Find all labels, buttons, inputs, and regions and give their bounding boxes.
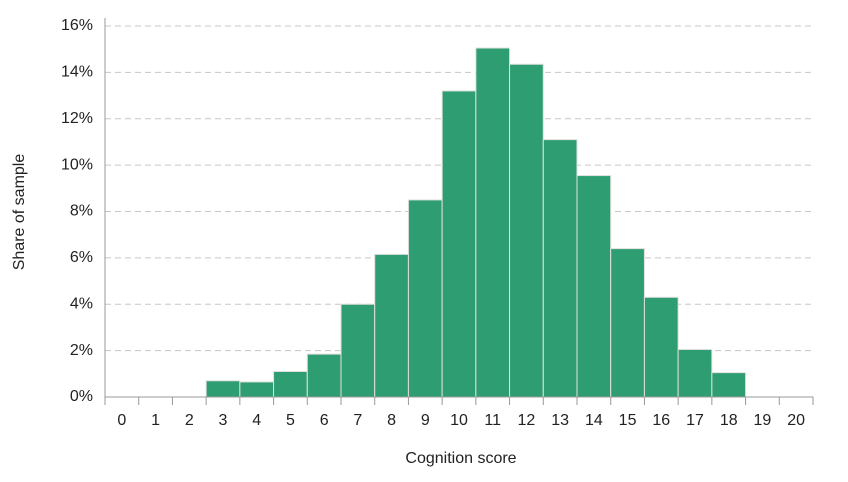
y-tick-label: 6% (70, 249, 93, 266)
bar (610, 248, 645, 398)
bar (205, 380, 241, 398)
y-tick-label: 12% (61, 110, 93, 127)
x-tick-label: 12 (518, 412, 536, 429)
x-tick-label: 5 (286, 412, 295, 429)
y-axis-label: Share of sample (11, 154, 28, 271)
y-tick-label: 10% (61, 156, 93, 173)
x-tick-label: 19 (754, 412, 772, 429)
x-tick-label: 14 (585, 412, 603, 429)
y-tick-label: 16% (61, 17, 93, 34)
y-tick-label: 14% (61, 64, 93, 81)
bar (374, 253, 409, 398)
x-tick-label: 8 (387, 412, 396, 429)
bar (677, 348, 713, 398)
x-tick-label: 10 (450, 412, 468, 429)
bar (239, 381, 275, 398)
x-tick-label: 0 (117, 412, 126, 429)
x-tick-label: 18 (720, 412, 738, 429)
bar (509, 63, 544, 398)
bar (407, 199, 443, 398)
x-tick-label: 3 (219, 412, 228, 429)
bar (711, 372, 747, 398)
y-tick-label: 4% (70, 295, 93, 312)
bar (542, 139, 578, 398)
bar (643, 296, 679, 398)
bar (340, 303, 376, 398)
x-tick-label: 16 (652, 412, 670, 429)
bar (576, 175, 612, 398)
x-tick-label: 6 (320, 412, 329, 429)
bar (273, 370, 308, 398)
y-tick-label: 0% (70, 388, 93, 405)
x-axis-label: Cognition score (405, 450, 516, 467)
x-tick-label: 17 (686, 412, 704, 429)
y-tick-label: 2% (70, 342, 93, 359)
x-tick-label: 1 (151, 412, 160, 429)
x-tick-label: 9 (421, 412, 430, 429)
x-tick-label: 13 (551, 412, 569, 429)
bar (306, 353, 342, 398)
x-tick-label: 20 (787, 412, 805, 429)
y-tick-label: 8% (70, 203, 93, 220)
bar (441, 90, 477, 398)
x-tick-label: 11 (484, 412, 501, 429)
x-tick-label: 2 (185, 412, 194, 429)
bar (475, 47, 511, 398)
x-tick-label: 7 (353, 412, 362, 429)
x-tick-label: 4 (252, 412, 261, 429)
x-tick-label: 15 (619, 412, 637, 429)
